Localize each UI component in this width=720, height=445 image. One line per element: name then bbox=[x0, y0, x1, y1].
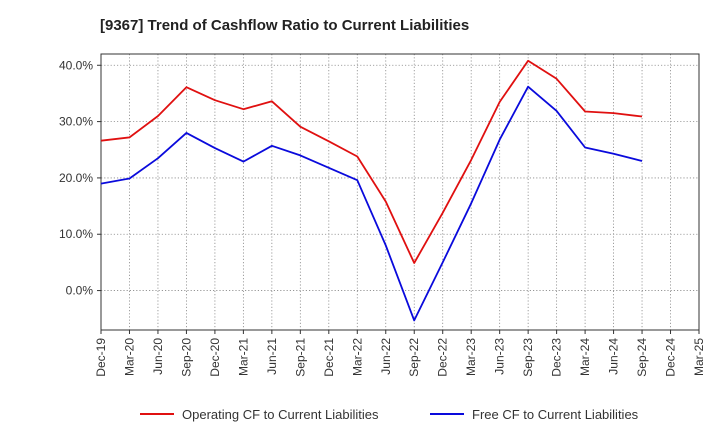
x-tick-label: Sep-23 bbox=[521, 338, 535, 377]
x-tick-label: Sep-22 bbox=[407, 338, 421, 377]
x-tick-label: Jun-23 bbox=[493, 338, 507, 375]
y-tick-label: 30.0% bbox=[59, 115, 93, 129]
legend-label: Operating CF to Current Liabilities bbox=[182, 407, 379, 422]
series-line-free-cf bbox=[100, 85, 643, 322]
x-tick-label: Mar-20 bbox=[122, 338, 136, 376]
x-tick-label: Mar-24 bbox=[578, 338, 592, 376]
y-tick-label: 10.0% bbox=[59, 227, 93, 241]
x-tick-label: Mar-22 bbox=[350, 338, 364, 376]
x-tick-label: Sep-24 bbox=[635, 338, 649, 377]
x-tick-label: Jun-20 bbox=[151, 338, 165, 375]
x-tick-label: Dec-20 bbox=[208, 338, 222, 377]
x-tick-label: Dec-22 bbox=[436, 338, 450, 377]
y-tick-label: 40.0% bbox=[59, 58, 93, 72]
x-tick-label: Jun-22 bbox=[379, 338, 393, 375]
x-tick-label: Dec-23 bbox=[550, 338, 564, 377]
x-tick-label: Mar-23 bbox=[464, 338, 478, 376]
x-tick-label: Sep-21 bbox=[293, 338, 307, 377]
x-tick-label: Jun-21 bbox=[265, 338, 279, 375]
plot-frame bbox=[100, 53, 700, 331]
chart-title: [9367] Trend of Cashflow Ratio to Curren… bbox=[100, 17, 469, 34]
x-tick-label: Dec-24 bbox=[664, 338, 678, 377]
legend-label: Free CF to Current Liabilities bbox=[472, 407, 639, 422]
x-tick-label: Sep-20 bbox=[179, 338, 193, 377]
x-tick-label: Mar-21 bbox=[236, 338, 250, 376]
x-axis: Dec-19 Mar-20 Jun-20 Sep-20 Dec-20 Mar-21 Jun-… bbox=[94, 330, 706, 377]
y-axis: 0.0% 10.0% 20.0% 30.0% 40.0% bbox=[59, 58, 101, 298]
grid bbox=[101, 54, 699, 330]
legend: Operating CF to Current Liabilities Free … bbox=[140, 407, 639, 422]
y-tick-label: 0.0% bbox=[66, 284, 94, 298]
series-line-operating-cf bbox=[100, 59, 643, 264]
x-tick-label: Jun-24 bbox=[607, 338, 621, 375]
series-layer bbox=[100, 59, 643, 322]
x-tick-label: Dec-19 bbox=[94, 338, 108, 377]
x-tick-label: Dec-21 bbox=[322, 338, 336, 377]
x-tick-label: Mar-25 bbox=[692, 338, 706, 376]
y-tick-label: 20.0% bbox=[59, 171, 93, 185]
